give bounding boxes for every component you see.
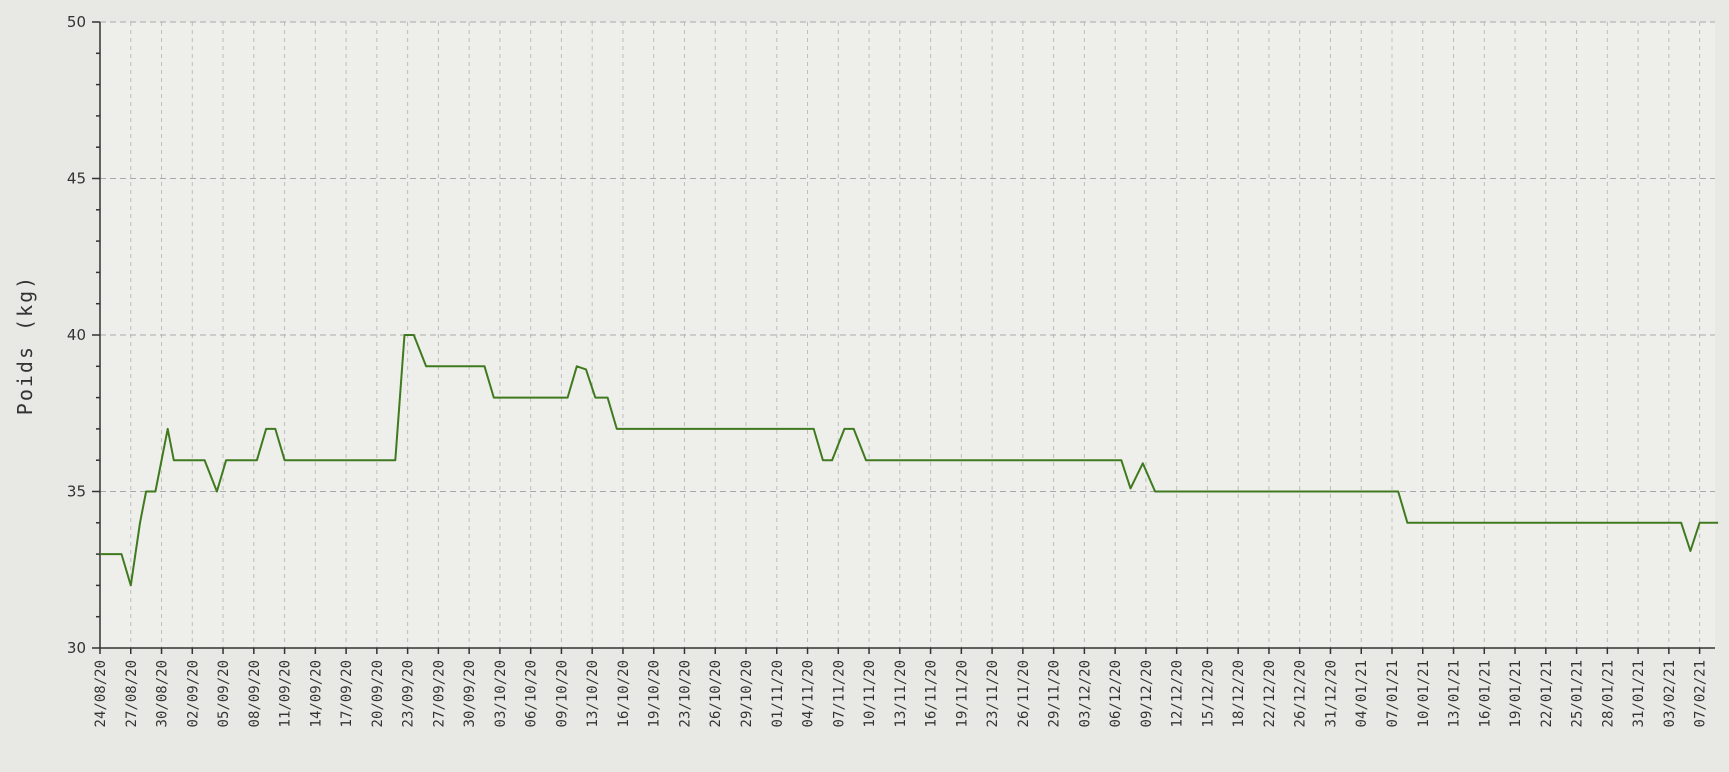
x-tick-label: 23/10/20 bbox=[677, 660, 693, 727]
y-tick-label: 50 bbox=[67, 13, 86, 31]
x-tick-label: 24/08/20 bbox=[93, 660, 109, 727]
y-tick-label: 45 bbox=[67, 170, 86, 188]
x-tick-label: 25/01/21 bbox=[1570, 660, 1586, 727]
x-tick-label: 31/12/20 bbox=[1323, 660, 1339, 727]
x-tick-label: 19/11/20 bbox=[954, 660, 970, 727]
x-tick-label: 13/01/21 bbox=[1447, 660, 1463, 727]
x-tick-label: 23/11/20 bbox=[985, 660, 1001, 727]
x-tick-label: 26/10/20 bbox=[708, 660, 724, 727]
x-tick-label: 14/09/20 bbox=[308, 660, 324, 727]
x-tick-label: 15/12/20 bbox=[1200, 660, 1216, 727]
x-tick-label: 06/10/20 bbox=[524, 660, 540, 727]
series-group bbox=[100, 334, 1719, 587]
x-tick-label: 28/01/21 bbox=[1600, 660, 1616, 727]
x-tick-label: 07/11/20 bbox=[831, 660, 847, 727]
x-tick-label: 26/11/20 bbox=[1016, 660, 1032, 727]
x-tick-label: 19/10/20 bbox=[647, 660, 663, 727]
x-tick-label: 03/10/20 bbox=[493, 660, 509, 727]
x-tick-label: 22/12/20 bbox=[1262, 660, 1278, 727]
x-tick-label: 03/12/20 bbox=[1077, 660, 1093, 727]
x-tick-label: 07/01/21 bbox=[1385, 660, 1401, 727]
x-tick-label: 26/12/20 bbox=[1293, 660, 1309, 727]
x-tick-label: 16/11/20 bbox=[924, 660, 940, 727]
x-tick-label: 16/10/20 bbox=[616, 660, 632, 727]
y-tick-label: 40 bbox=[67, 326, 86, 344]
x-tick-label: 13/10/20 bbox=[585, 660, 601, 727]
x-tick-label: 27/09/20 bbox=[431, 660, 447, 727]
x-tick-label: 17/09/20 bbox=[339, 660, 355, 727]
x-tick-label: 10/01/21 bbox=[1416, 660, 1432, 727]
x-tick-label: 29/11/20 bbox=[1047, 660, 1063, 727]
x-tick-label: 03/02/21 bbox=[1662, 660, 1678, 727]
x-tick-label: 23/09/20 bbox=[401, 660, 417, 727]
x-tick-label: 05/09/20 bbox=[216, 660, 232, 727]
x-tick-label: 29/10/20 bbox=[739, 660, 755, 727]
x-tick-label: 13/11/20 bbox=[893, 660, 909, 727]
x-tick-label: 09/10/20 bbox=[554, 660, 570, 727]
x-tick-label: 02/09/20 bbox=[185, 660, 201, 727]
x-tick-label: 01/11/20 bbox=[770, 660, 786, 727]
y-tick-label: 30 bbox=[67, 639, 86, 657]
x-tick-label: 20/09/20 bbox=[370, 660, 386, 727]
x-axis-ticks: 24/08/20 27/08/20 30/08/20 02/09/20 05/09/20… bbox=[93, 648, 1709, 727]
x-tick-label: 09/12/20 bbox=[1139, 660, 1155, 727]
x-tick-label: 12/12/20 bbox=[1170, 660, 1186, 727]
x-tick-label: 30/09/20 bbox=[462, 660, 478, 727]
grid bbox=[99, 21, 1715, 648]
x-tick-label: 07/02/21 bbox=[1693, 660, 1709, 727]
x-tick-label: 11/09/20 bbox=[278, 660, 294, 727]
x-tick-label: 30/08/20 bbox=[155, 660, 171, 727]
x-tick-label: 27/08/20 bbox=[124, 660, 140, 727]
x-tick-label: 06/12/20 bbox=[1108, 660, 1124, 727]
y-tick-label: 35 bbox=[67, 483, 86, 501]
series-line-weight bbox=[100, 334, 1719, 587]
y-axis-title: Poids (kg) bbox=[13, 275, 37, 415]
x-tick-label: 10/11/20 bbox=[862, 660, 878, 727]
x-tick-label: 08/09/20 bbox=[247, 660, 263, 727]
x-tick-label: 19/01/21 bbox=[1508, 660, 1524, 727]
x-tick-label: 16/01/21 bbox=[1477, 660, 1493, 727]
x-tick-label: 18/12/20 bbox=[1231, 660, 1247, 727]
x-tick-label: 04/01/21 bbox=[1354, 660, 1370, 727]
x-tick-label: 04/11/20 bbox=[801, 660, 817, 727]
x-tick-label: 22/01/21 bbox=[1539, 660, 1555, 727]
x-tick-label: 31/01/21 bbox=[1631, 660, 1647, 727]
